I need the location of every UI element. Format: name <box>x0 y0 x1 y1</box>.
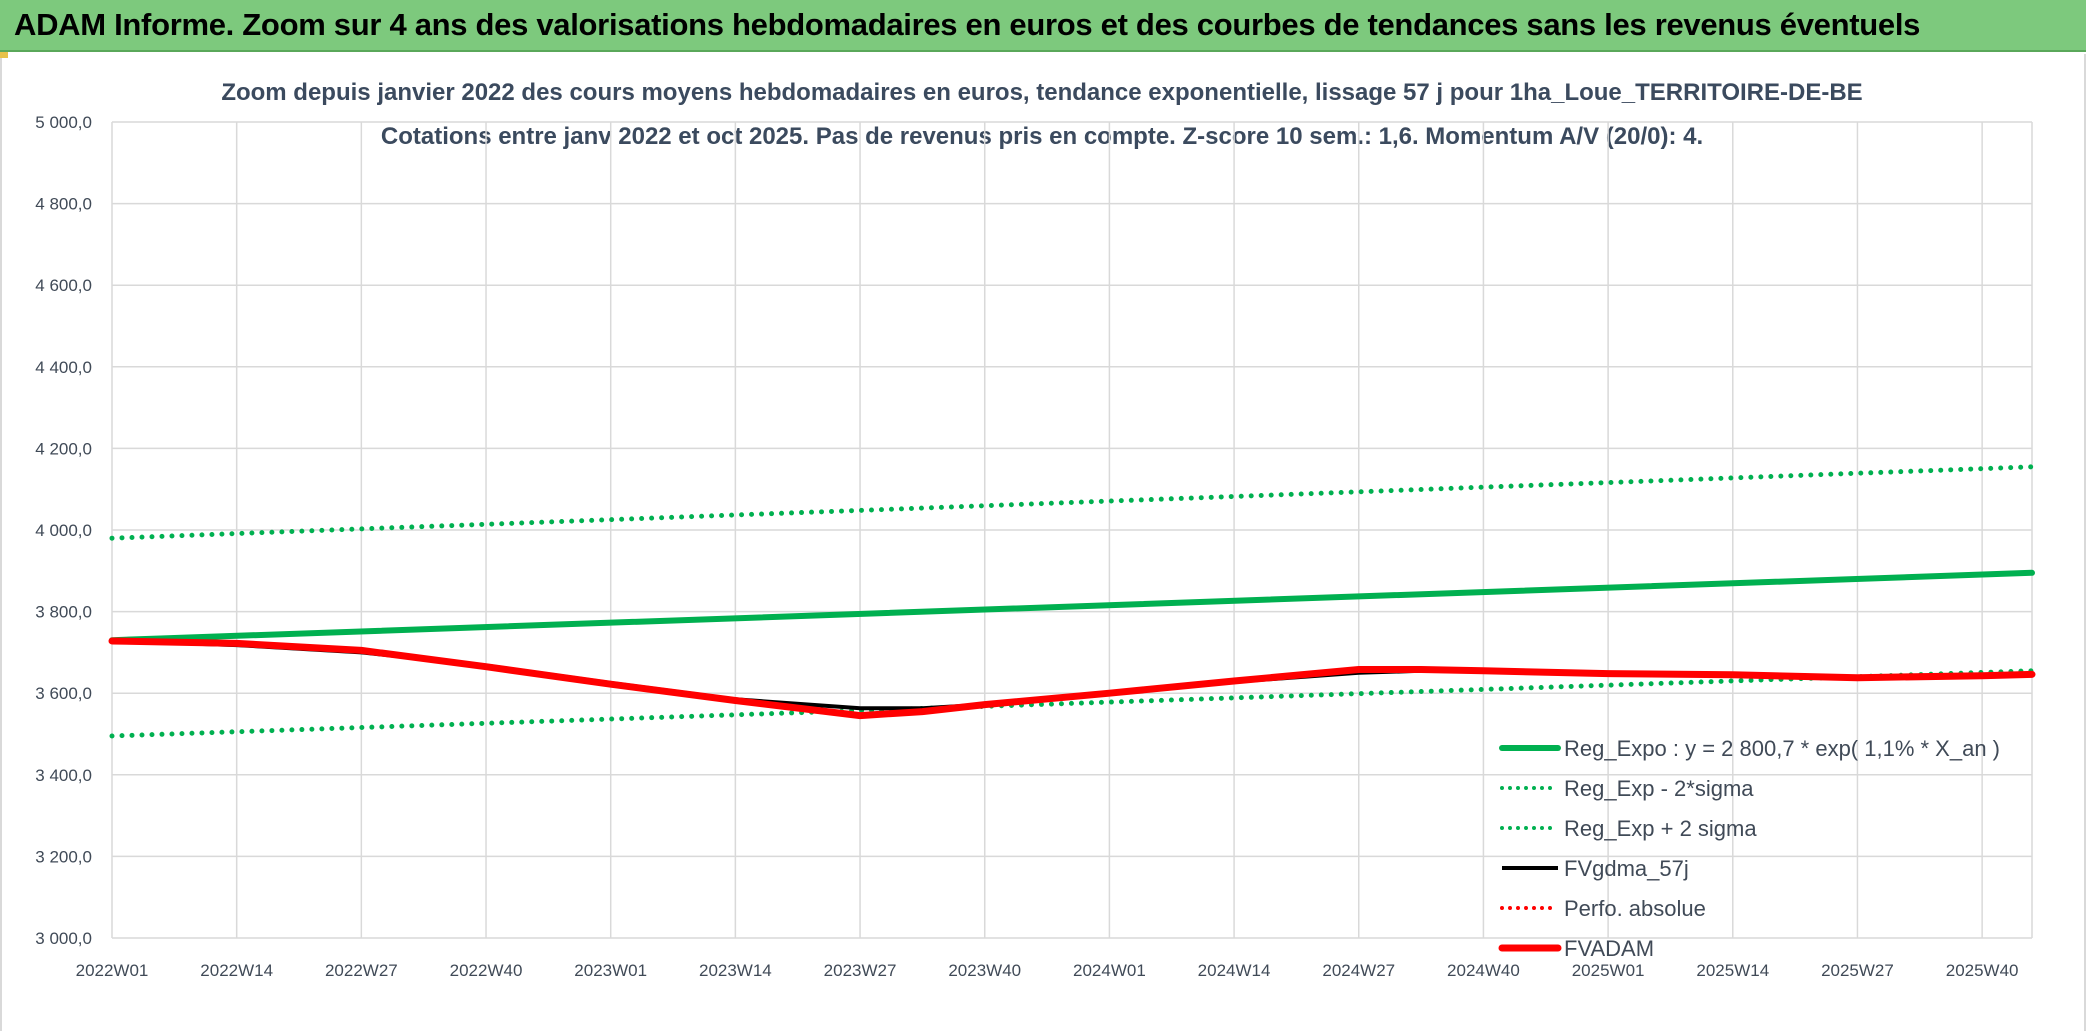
y-tick-label: 5 000,0 <box>35 113 92 132</box>
y-tick-label: 3 400,0 <box>35 766 92 785</box>
y-tick-label: 4 600,0 <box>35 276 92 295</box>
legend-entry: FVgdma_57j <box>1564 856 1689 881</box>
x-tick-label: 2022W14 <box>200 961 273 980</box>
x-tick-label: 2025W40 <box>1946 961 2019 980</box>
chart-title-line1: Zoom depuis janvier 2022 des cours moyen… <box>221 79 1862 106</box>
line-chart: Zoom depuis janvier 2022 des cours moyen… <box>35 79 2036 980</box>
series-reg-exp-2-sigma <box>109 668 2035 739</box>
series-reg-expo-y-2-800-7-exp-1-1-x-an <box>109 569 2035 644</box>
y-tick-label: 4 200,0 <box>35 439 92 458</box>
chart-title-line2: Cotations entre janv 2022 et oct 2025. P… <box>381 123 1703 150</box>
x-tick-label: 2025W01 <box>1572 961 1645 980</box>
y-tick-label: 3 200,0 <box>35 847 92 866</box>
legend: Reg_Expo : y = 2 800,7 * exp( 1,1% * X_a… <box>1498 736 2000 961</box>
x-tick-label: 2024W14 <box>1198 961 1271 980</box>
corner-marker <box>0 52 8 58</box>
x-tick-label: 2022W40 <box>450 961 523 980</box>
x-tick-label: 2025W14 <box>1696 961 1769 980</box>
legend-entry: Reg_Exp - 2*sigma <box>1564 776 1754 801</box>
legend-entry: Perfo. absolue <box>1564 896 1706 921</box>
series <box>108 464 2036 739</box>
series-fvadam <box>108 637 2036 720</box>
series-reg-exp-2-sigma <box>109 464 2035 541</box>
chart-container: Zoom depuis janvier 2022 des cours moyen… <box>0 54 2086 1031</box>
x-tick-label: 2025W27 <box>1821 961 1894 980</box>
x-tick-label: 2024W27 <box>1322 961 1395 980</box>
x-tick-label: 2023W01 <box>574 961 647 980</box>
x-tick-label: 2023W14 <box>699 961 772 980</box>
x-tick-label: 2024W40 <box>1447 961 1520 980</box>
legend-entry: Reg_Exp + 2 sigma <box>1564 816 1757 841</box>
x-tick-label: 2023W27 <box>824 961 897 980</box>
y-tick-label: 4 400,0 <box>35 358 92 377</box>
x-tick-label: 2023W40 <box>948 961 1021 980</box>
axes: 3 000,0 3 200,0 3 400,0 3 600,0 3 800,0 4 000… <box>35 113 2018 980</box>
x-tick-label: 2022W27 <box>325 961 398 980</box>
legend-entry: Reg_Expo : y = 2 800,7 * exp( 1,1% * X_a… <box>1564 736 2000 761</box>
y-tick-label: 4 000,0 <box>35 521 92 540</box>
page-title: ADAM Informe. Zoom sur 4 ans des valoris… <box>14 7 1921 42</box>
y-tick-label: 4 800,0 <box>35 195 92 214</box>
x-tick-label: 2022W01 <box>76 961 149 980</box>
y-tick-label: 3 000,0 <box>35 929 92 948</box>
legend-entry: FVADAM <box>1564 936 1654 961</box>
header-bar: ADAM Informe. Zoom sur 4 ans des valoris… <box>0 0 2086 52</box>
x-tick-label: 2024W01 <box>1073 961 1146 980</box>
y-tick-label: 3 600,0 <box>35 684 92 703</box>
y-tick-label: 3 800,0 <box>35 603 92 622</box>
